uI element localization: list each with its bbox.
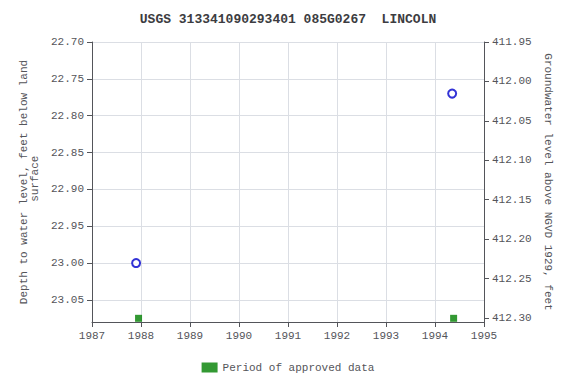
svg-text:412.20: 412.20 xyxy=(492,233,532,245)
svg-text:23.00: 23.00 xyxy=(51,257,84,269)
svg-text:1989: 1989 xyxy=(177,330,203,342)
svg-text:1988: 1988 xyxy=(128,330,154,342)
svg-text:22.70: 22.70 xyxy=(51,36,84,48)
svg-text:USGS 313341090293401 085G0267: USGS 313341090293401 085G0267 LINCOLN xyxy=(140,12,436,27)
svg-text:1991: 1991 xyxy=(275,330,302,342)
svg-text:1992: 1992 xyxy=(324,330,350,342)
svg-text:Period of approved data: Period of approved data xyxy=(223,362,375,374)
svg-text:Depth to water level, feet bel: Depth to water level, feet below land xyxy=(17,59,30,305)
svg-text:1990: 1990 xyxy=(226,330,252,342)
svg-text:412.00: 412.00 xyxy=(492,75,532,87)
svg-text:1995: 1995 xyxy=(471,330,497,342)
svg-text:surface: surface xyxy=(29,156,41,209)
svg-text:1987: 1987 xyxy=(79,330,105,342)
svg-text:23.05: 23.05 xyxy=(51,294,84,306)
svg-text:1994: 1994 xyxy=(422,330,449,342)
svg-text:22.90: 22.90 xyxy=(51,183,84,195)
svg-text:412.25: 412.25 xyxy=(492,273,532,285)
svg-text:22.95: 22.95 xyxy=(51,220,84,232)
svg-text:22.85: 22.85 xyxy=(51,147,84,159)
svg-text:Groundwater level above NGVD 1: Groundwater level above NGVD 1929, feet xyxy=(542,53,554,310)
svg-text:22.80: 22.80 xyxy=(51,110,84,122)
svg-text:22.75: 22.75 xyxy=(51,73,84,85)
svg-text:412.15: 412.15 xyxy=(492,194,532,206)
svg-text:1993: 1993 xyxy=(373,330,399,342)
svg-text:412.10: 412.10 xyxy=(492,154,532,166)
svg-text:412.05: 412.05 xyxy=(492,115,532,127)
svg-text:412.30: 412.30 xyxy=(492,312,532,324)
svg-text:411.95: 411.95 xyxy=(492,36,532,48)
